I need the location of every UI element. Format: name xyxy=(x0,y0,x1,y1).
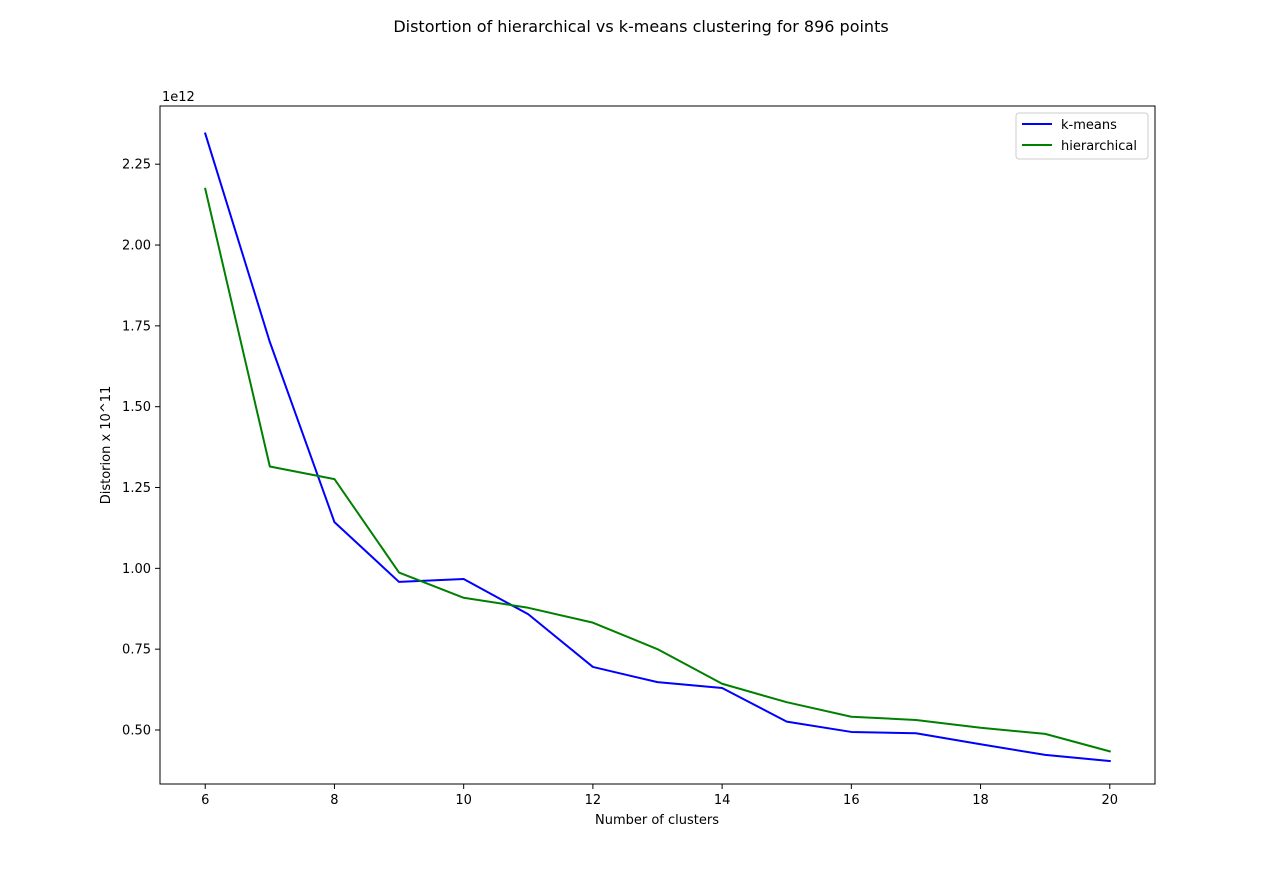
x-axis: 6 8 10 12 14 16 18 20 xyxy=(201,784,1118,808)
series-line-k-means xyxy=(203,132,1111,763)
plot-frame xyxy=(159,105,1156,785)
series-line-hierarchical xyxy=(204,187,1111,753)
x-tick-label: 12 xyxy=(585,793,602,808)
chart-title: Distortion of hierarchical vs k-means cl… xyxy=(393,17,888,36)
x-tick-label: 20 xyxy=(1101,793,1118,808)
y-tick-label: 2.00 xyxy=(122,239,151,254)
y-axis-label: Distorion x 10^11 xyxy=(99,386,114,505)
x-axis-label: Number of clusters xyxy=(595,813,719,828)
plot-area xyxy=(160,106,1155,784)
legend: k-means hierarchical xyxy=(1015,112,1149,160)
x-tick-label: 14 xyxy=(714,793,731,808)
y-tick-label: 1.75 xyxy=(122,319,151,334)
x-tick-label: 18 xyxy=(972,793,989,808)
x-tick-label: 8 xyxy=(330,793,338,808)
legend-label-hierarchical: hierarchical xyxy=(1061,139,1137,154)
x-tick-label: 16 xyxy=(843,793,860,808)
x-tick-label: 10 xyxy=(455,793,472,808)
y-tick-label: 0.75 xyxy=(122,643,151,658)
y-axis: 0.50 0.75 1.00 1.25 1.50 1.75 2.00 2.25 xyxy=(122,158,160,739)
y-tick-label: 1.25 xyxy=(122,481,151,496)
series-layer xyxy=(203,132,1111,763)
y-tick-label: 2.25 xyxy=(122,158,151,173)
legend-label-k-means: k-means xyxy=(1061,118,1117,133)
y-axis-offset-text: 1e12 xyxy=(162,90,195,105)
y-tick-label: 1.50 xyxy=(122,400,151,415)
y-tick-label: 0.50 xyxy=(122,724,151,739)
y-tick-label: 1.00 xyxy=(122,562,151,577)
x-tick-label: 6 xyxy=(201,793,209,808)
